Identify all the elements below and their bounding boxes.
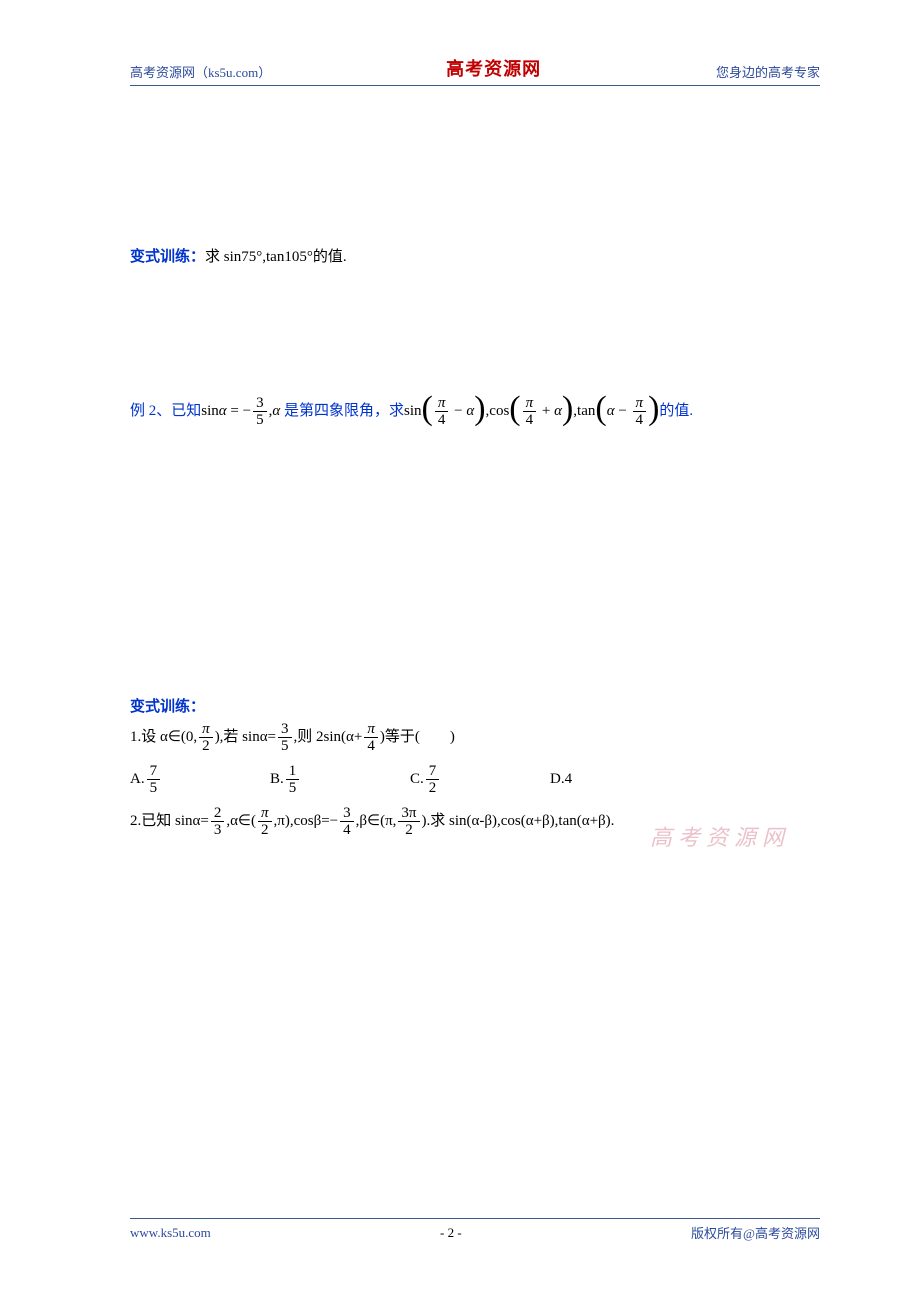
frac-23-q2: 23: [211, 805, 225, 839]
frac-3-5: 35: [253, 395, 267, 429]
q2-mid1: ,α∈(: [226, 813, 256, 829]
condition: 是第四象限角，: [280, 403, 389, 419]
alpha-1: α: [219, 403, 227, 419]
plus-1: +: [538, 403, 554, 419]
practice-label: 变式训练：: [130, 249, 205, 265]
q2-lead: 2.已知 sinα=: [130, 813, 209, 829]
q1-mid1: ),若 sinα=: [215, 729, 276, 745]
frac-b: 15: [286, 763, 300, 797]
frac-c: 72: [426, 763, 440, 797]
frac-pi4-3: π4: [633, 395, 647, 429]
page-footer: www.ks5u.com - 2 - 版权所有@高考资源网: [130, 1218, 820, 1242]
practice-text: 求 sin75°,tan105°的值.: [205, 249, 347, 265]
content-area: 变式训练：求 sin75°,tan105°的值. 例 2、已知sinα = −3…: [130, 86, 820, 96]
qiu: 求: [389, 403, 404, 419]
option-b: B.15: [270, 758, 410, 800]
example-pre: 已知: [171, 403, 201, 419]
header-center-logo: 高考资源网: [446, 55, 541, 81]
frac-pi2-q1: π2: [199, 721, 213, 755]
page-container: 高考资源网（ks5u.com） 高考资源网 您身边的高考专家 变式训练：求 si…: [130, 55, 820, 1242]
alpha-3: α: [466, 403, 474, 419]
alpha-5: α: [607, 403, 615, 419]
minus-2: −: [615, 403, 631, 419]
q2-mid3: ,β∈(π,: [356, 813, 397, 829]
footer-url: www.ks5u.com: [130, 1225, 211, 1241]
option-c: C.72: [410, 758, 550, 800]
footer-copyright: 版权所有@高考资源网: [691, 1223, 820, 1242]
sin-text: sin: [201, 403, 219, 419]
q2-mid2: ,π),cosβ=−: [274, 813, 339, 829]
header-left: 高考资源网（ks5u.com）: [130, 62, 271, 81]
header-right: 您身边的高考专家: [716, 62, 820, 81]
tan-fn: ,tan: [573, 403, 595, 419]
frac-pi4-2: π4: [523, 395, 537, 429]
sin-fn: sin: [404, 403, 422, 419]
frac-pi2-q2: π2: [258, 805, 272, 839]
alpha-4: α: [554, 403, 562, 419]
cos-fn: ,cos: [486, 403, 510, 419]
q1-options: A.75 B.15 C.72 D.4: [130, 758, 820, 800]
frac-35-q1: 35: [278, 721, 292, 755]
minus-1: −: [450, 403, 466, 419]
frac-3pi2-q2: 3π2: [398, 805, 419, 839]
page-number: - 2 -: [440, 1225, 462, 1241]
equals: = −: [227, 403, 251, 419]
page-header: 高考资源网（ks5u.com） 高考资源网 您身边的高考专家: [130, 55, 820, 86]
practice-label-2: 变式训练：: [130, 695, 820, 716]
tail-text: 的值.: [659, 403, 693, 419]
q1-tail: )等于( ): [380, 729, 455, 745]
frac-pi4-q1: π4: [364, 721, 378, 755]
option-d: D.4: [550, 758, 690, 800]
example-2: 例 2、已知sinα = −35,α 是第四象限角，求sin(π4 − α),c…: [130, 390, 820, 432]
variation-practice-1: 变式训练：求 sin75°,tan105°的值.: [130, 245, 347, 266]
frac-34-q2: 34: [340, 805, 354, 839]
watermark: 高考资源网: [650, 820, 790, 852]
q1-lead: 1.设 α∈(0,: [130, 729, 197, 745]
q2-tail: ).求 sin(α-β),cos(α+β),tan(α+β).: [422, 813, 615, 829]
option-a: A.75: [130, 758, 270, 800]
frac-pi4-1: π4: [435, 395, 449, 429]
example-label: 例 2、: [130, 403, 171, 419]
question-1: 1.设 α∈(0,π2),若 sinα=35,则 2sin(α+π4)等于( ): [130, 716, 820, 758]
q1-mid2: ,则 2sin(α+: [294, 729, 363, 745]
frac-a: 75: [147, 763, 161, 797]
